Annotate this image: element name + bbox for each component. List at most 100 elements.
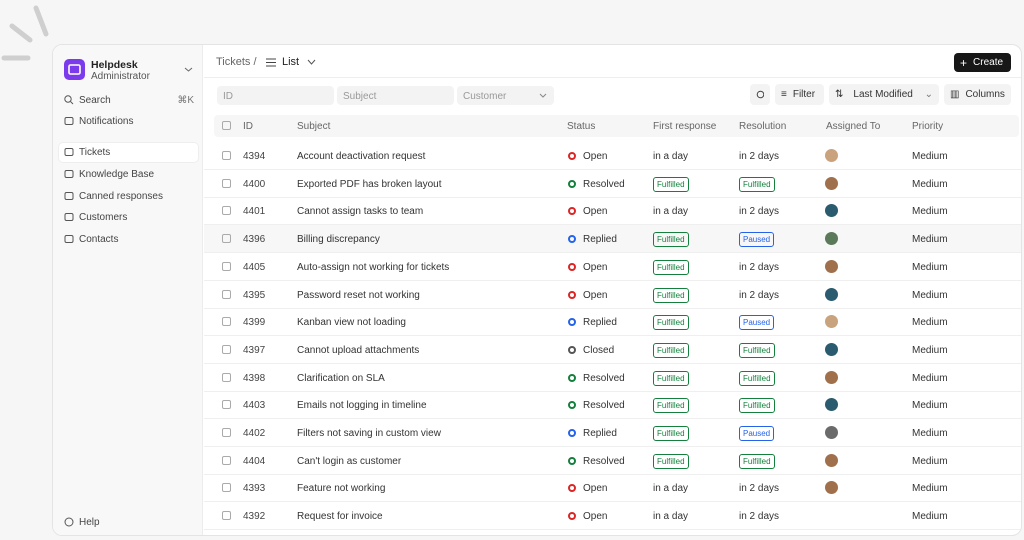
first-response: in a day xyxy=(653,151,689,162)
row-checkbox[interactable] xyxy=(222,234,231,244)
sidebar: Helpdesk Administrator Search ⌘K Notific… xyxy=(53,45,203,535)
create-button[interactable]: + Create xyxy=(954,53,1011,72)
ticket-row[interactable]: 4393 Feature not working Open in a day in 2 … xyxy=(204,474,1021,503)
ticket-row[interactable]: 4402 Filters not saving in custom view Rep… xyxy=(204,419,1021,447)
ticket-subject: Billing discrepancy xyxy=(297,234,380,246)
row-checkbox[interactable] xyxy=(222,206,231,216)
row-checkbox[interactable] xyxy=(222,511,231,521)
ticket-subject: Exported PDF has broken layout xyxy=(297,178,442,190)
ticket-row[interactable]: 4394 Account deactivation request Open in a… xyxy=(204,142,1021,170)
column-header[interactable]: First response xyxy=(653,121,717,132)
column-header[interactable]: Resolution xyxy=(739,121,787,132)
resolution: in 2 days xyxy=(739,483,780,495)
first-response-badge: Fulfilled xyxy=(653,259,689,275)
subject-filter[interactable]: Subject xyxy=(337,86,454,105)
row-checkbox[interactable] xyxy=(222,400,231,410)
filter-label: Filter xyxy=(792,89,816,100)
ticket-id: 4400 xyxy=(243,178,266,190)
ticket-row[interactable]: 4400 Exported PDF has broken layout Resolv… xyxy=(204,170,1021,198)
customer-filter[interactable]: Customer xyxy=(457,86,554,105)
ticket-row[interactable]: 4403 Emails not logging in timeline Resolv… xyxy=(204,391,1021,420)
row-checkbox[interactable] xyxy=(222,483,231,493)
row-checkbox[interactable] xyxy=(222,372,231,382)
breadcrumb[interactable]: Tickets / xyxy=(216,56,257,68)
nav-item[interactable]: Tickets xyxy=(59,143,198,162)
row-checkbox[interactable] xyxy=(222,317,231,327)
select-all[interactable] xyxy=(222,121,231,130)
row-checkbox[interactable] xyxy=(222,289,231,299)
ticket-priority: Medium xyxy=(912,178,948,190)
ticket-row[interactable]: 4404 Can't login as customer Resolved Fulfi… xyxy=(204,447,1021,475)
sort-button[interactable]: ⇅ Last Modified ⌄ xyxy=(829,84,939,105)
nav-item[interactable]: Canned responses xyxy=(59,187,198,206)
filter-button[interactable]: ≡ Filter xyxy=(775,84,824,105)
ticket-row[interactable]: 4392 Request for invoice Open in a day in 2 … xyxy=(204,502,1021,531)
ticket-row[interactable]: 4405 Auto-assign not working for tickets O… xyxy=(204,253,1021,281)
status-dot xyxy=(568,484,576,493)
assignee-avatar[interactable] xyxy=(825,315,838,329)
ticket-row[interactable]: 4397 Cannot upload attachments Closed Fulfi… xyxy=(204,336,1021,364)
assignee-avatar[interactable] xyxy=(825,398,838,412)
ticket-subject: Password reset not working xyxy=(297,289,420,301)
ticket-row[interactable]: 4398 Clarification on SLA Resolved Fulfille… xyxy=(204,364,1021,392)
assignee-avatar[interactable] xyxy=(825,481,838,495)
row-checkbox[interactable] xyxy=(222,261,231,271)
resolution: in 2 days xyxy=(739,261,780,273)
row-checkbox[interactable] xyxy=(222,151,231,160)
search[interactable]: Search ⌘K xyxy=(59,91,198,110)
ticket-subject: Account deactivation request xyxy=(297,151,426,162)
assignee-avatar[interactable] xyxy=(825,426,838,439)
refresh-button[interactable] xyxy=(750,84,770,105)
row-checkbox[interactable] xyxy=(222,455,231,465)
status-dot xyxy=(568,512,576,521)
assignee-avatar[interactable] xyxy=(825,204,838,218)
ticket-subject: Filters not saving in custom view xyxy=(297,428,441,439)
ticket-row[interactable]: 4396 Billing discrepancy Replied Fulfilled P… xyxy=(204,225,1021,254)
column-header[interactable]: Priority xyxy=(912,121,944,132)
ticket-id: 4392 xyxy=(243,511,266,523)
table-header xyxy=(214,115,1019,137)
nav-item[interactable]: Knowledge Base xyxy=(59,165,198,184)
row-checkbox[interactable] xyxy=(222,344,231,354)
view-name[interactable]: List xyxy=(282,56,300,68)
ticket-priority: Medium xyxy=(912,317,948,329)
assignee-avatar[interactable] xyxy=(825,370,838,384)
row-checkbox[interactable] xyxy=(222,428,231,437)
column-header[interactable]: Assigned To xyxy=(826,121,881,132)
column-header[interactable]: Subject xyxy=(297,121,331,132)
ticket-status: Open xyxy=(583,206,608,218)
ticket-status: Closed xyxy=(583,344,615,356)
nav-item[interactable]: Notifications xyxy=(59,112,198,131)
id-filter[interactable]: ID xyxy=(217,86,334,105)
nav-icon xyxy=(64,235,74,243)
column-header[interactable]: Status xyxy=(567,121,596,132)
ticket-id: 4403 xyxy=(243,400,266,412)
ticket-row[interactable]: 4395 Password reset not working Open Fulfil… xyxy=(204,281,1021,309)
first-response-badge: Fulfilled xyxy=(653,453,689,469)
nav-item[interactable]: Customers xyxy=(59,208,198,227)
ticket-row[interactable]: 4401 Cannot assign tasks to team Open in a … xyxy=(204,197,1021,226)
ticket-row[interactable]: 4399 Kanban view not loading Replied Fulfil… xyxy=(204,308,1021,337)
first-response-badge: Fulfilled xyxy=(653,398,689,414)
ticket-priority: Medium xyxy=(912,261,948,273)
assignee-avatar[interactable] xyxy=(825,232,838,246)
customer-dropdown xyxy=(539,93,547,98)
column-header[interactable]: ID xyxy=(243,121,253,132)
assignee-avatar[interactable] xyxy=(825,342,838,356)
columns-button[interactable]: ▥ Columns xyxy=(944,84,1011,105)
help[interactable]: Help xyxy=(59,513,198,532)
nav-item[interactable]: Contacts xyxy=(59,230,198,249)
nav-label: Notifications xyxy=(79,116,134,127)
ticket-id: 4405 xyxy=(243,261,266,273)
row-checkbox[interactable] xyxy=(222,178,231,188)
assignee-avatar[interactable] xyxy=(825,287,838,301)
assignee-avatar[interactable] xyxy=(825,453,838,467)
first-response-badge: Fulfilled xyxy=(653,370,689,386)
ticket-subject: Emails not logging in timeline xyxy=(297,400,427,412)
assignee-avatar[interactable] xyxy=(825,259,838,273)
assignee-avatar[interactable] xyxy=(825,149,838,162)
view-dropdown[interactable] xyxy=(307,59,316,66)
nav-label: Canned responses xyxy=(79,191,163,202)
dropdown-icon[interactable] xyxy=(184,65,193,74)
assignee-avatar[interactable] xyxy=(825,176,838,190)
